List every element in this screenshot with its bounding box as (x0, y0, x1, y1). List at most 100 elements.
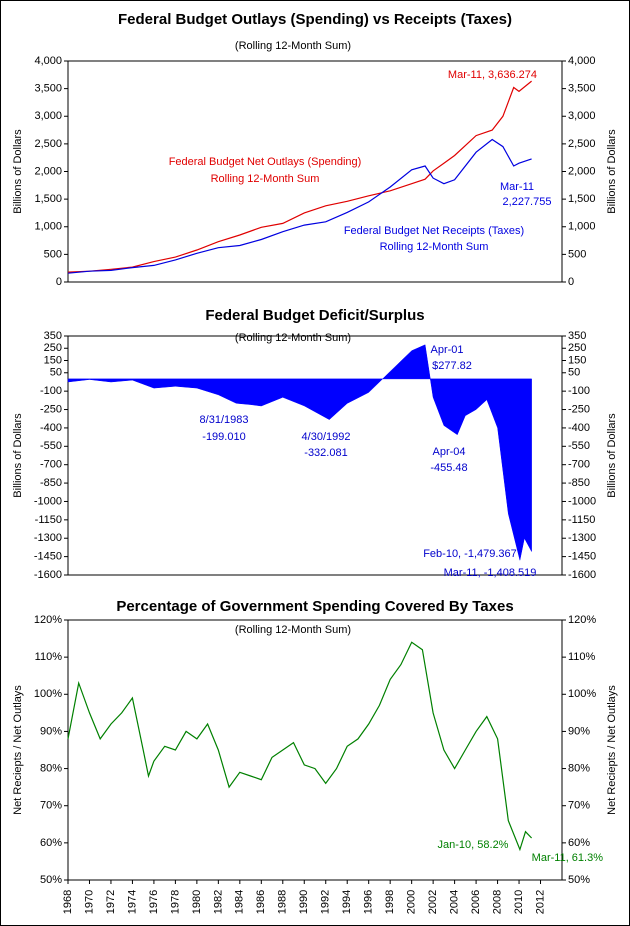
y2-tick-label: -250 (568, 403, 590, 415)
y2-tick-label: 500 (568, 248, 586, 260)
annotation: Apr-04 (432, 446, 465, 458)
y2-tick-label: 60% (568, 837, 590, 849)
y-tick-label: -250 (40, 403, 62, 415)
y-tick-label: -700 (40, 459, 62, 471)
chart-title: Federal Budget Outlays (Spending) vs Rec… (118, 11, 512, 28)
x-tick-label: 2002 (427, 890, 439, 914)
y2-axis-label: Net Reciepts / Net Outlays (606, 685, 618, 815)
annotation: Rolling 12-Month Sum (380, 241, 489, 253)
y-tick-label: -400 (40, 422, 62, 434)
y-tick-label: 80% (40, 762, 62, 774)
x-tick-label: 1990 (298, 890, 310, 914)
annotation: 2,227.755 (503, 196, 552, 208)
x-tick-label: 1998 (384, 890, 396, 914)
y-tick-label: 1,000 (34, 221, 62, 233)
y-tick-label: 2,000 (34, 165, 62, 177)
y2-tick-label: 3,000 (568, 110, 596, 122)
y-tick-label: -100 (40, 385, 62, 397)
chart-title: Federal Budget Deficit/Surplus (205, 307, 424, 324)
annotation: Rolling 12-Month Sum (211, 173, 320, 185)
x-tick-label: 1972 (105, 890, 117, 914)
x-tick-label: 2006 (470, 890, 482, 914)
x-tick-label: 1984 (234, 890, 246, 914)
y-tick-label: 250 (44, 342, 62, 354)
chart-title: Percentage of Government Spending Covere… (116, 598, 513, 615)
y-tick-label: 150 (44, 354, 62, 366)
x-tick-label: 1968 (62, 890, 74, 914)
chart-subtitle: (Rolling 12-Month Sum) (235, 332, 351, 344)
y2-tick-label: 80% (568, 762, 590, 774)
y-tick-label: 3,000 (34, 110, 62, 122)
y-tick-label: 100% (34, 688, 62, 700)
x-tick-label: 1996 (363, 890, 375, 914)
y-tick-label: 1,500 (34, 193, 62, 205)
y2-tick-label: 2,500 (568, 138, 596, 150)
y2-tick-label: 100% (568, 688, 596, 700)
annotation: Mar-11, -1,408.519 (444, 567, 537, 579)
y-tick-label: 2,500 (34, 138, 62, 150)
y-tick-label: 0 (56, 276, 62, 288)
chart-subtitle: (Rolling 12-Month Sum) (235, 40, 351, 52)
annotation: -332.081 (304, 447, 347, 459)
chart-subtitle: (Rolling 12-Month Sum) (235, 624, 351, 636)
annotation: $277.82 (432, 360, 472, 372)
x-tick-label: 1986 (255, 890, 267, 914)
y-tick-label: 60% (40, 837, 62, 849)
annotation: 8/31/1983 (200, 414, 249, 426)
y2-tick-label: 50% (568, 874, 590, 886)
x-tick-label: 2012 (534, 890, 546, 914)
y2-tick-label: 3,500 (568, 83, 596, 95)
y-tick-label: -1000 (34, 495, 62, 507)
y-tick-label: -850 (40, 477, 62, 489)
annotation: Jan-10, 58.2% (438, 839, 509, 851)
y2-tick-label: 4,000 (568, 55, 596, 67)
y2-tick-label: 110% (568, 651, 596, 663)
y-tick-label: -1450 (34, 551, 62, 563)
y-tick-label: -550 (40, 440, 62, 452)
y2-tick-label: -100 (568, 385, 590, 397)
y-tick-label: 70% (40, 800, 62, 812)
y2-axis-label: Billions of Dollars (606, 129, 618, 214)
x-tick-label: 1974 (126, 890, 138, 914)
y2-tick-label: 90% (568, 725, 590, 737)
y2-tick-label: -700 (568, 459, 590, 471)
plot-area (67, 60, 563, 283)
y-tick-label: 350 (44, 330, 62, 342)
y-axis-label: Billions of Dollars (12, 413, 24, 498)
x-tick-label: 1970 (83, 890, 95, 914)
series-line (67, 641, 533, 852)
y2-tick-label: -1600 (568, 569, 596, 581)
x-tick-label: 2004 (449, 890, 461, 914)
y-axis-label: Net Reciepts / Net Outlays (12, 685, 24, 815)
y-tick-label: 3,500 (34, 83, 62, 95)
y2-tick-label: 0 (568, 276, 574, 288)
y2-tick-label: 2,000 (568, 165, 596, 177)
annotation: -199.010 (202, 431, 245, 443)
annotation: 4/30/1992 (302, 431, 351, 443)
y-tick-label: 50 (50, 367, 62, 379)
y-tick-label: -1600 (34, 569, 62, 581)
x-tick-label: 1980 (191, 890, 203, 914)
y2-tick-label: -1150 (568, 514, 595, 526)
y2-tick-label: 250 (568, 342, 586, 354)
series-line (67, 138, 532, 274)
y2-tick-label: -850 (568, 477, 590, 489)
x-tick-label: 1982 (212, 890, 224, 914)
y-tick-label: 110% (35, 651, 63, 663)
x-tick-label: 1992 (320, 890, 332, 914)
y2-tick-label: -1450 (568, 551, 596, 563)
y-tick-label: 90% (40, 725, 62, 737)
y-tick-label: 4,000 (34, 55, 62, 67)
x-tick-label: 1988 (277, 890, 289, 914)
series-area (67, 344, 532, 561)
annotation: Feb-10, -1,479.367 (423, 548, 517, 560)
x-tick-label: 1978 (169, 890, 181, 914)
y2-tick-label: -1300 (568, 532, 596, 544)
y2-tick-label: 50 (568, 367, 580, 379)
y-tick-label: -1150 (35, 514, 62, 526)
annotation: -455.48 (430, 462, 467, 474)
annotation: Mar-11, 61.3% (532, 852, 604, 864)
x-tick-label: 2000 (406, 890, 418, 914)
y-axis-label: Billions of Dollars (12, 129, 24, 214)
annotation: Apr-01 (430, 344, 463, 356)
